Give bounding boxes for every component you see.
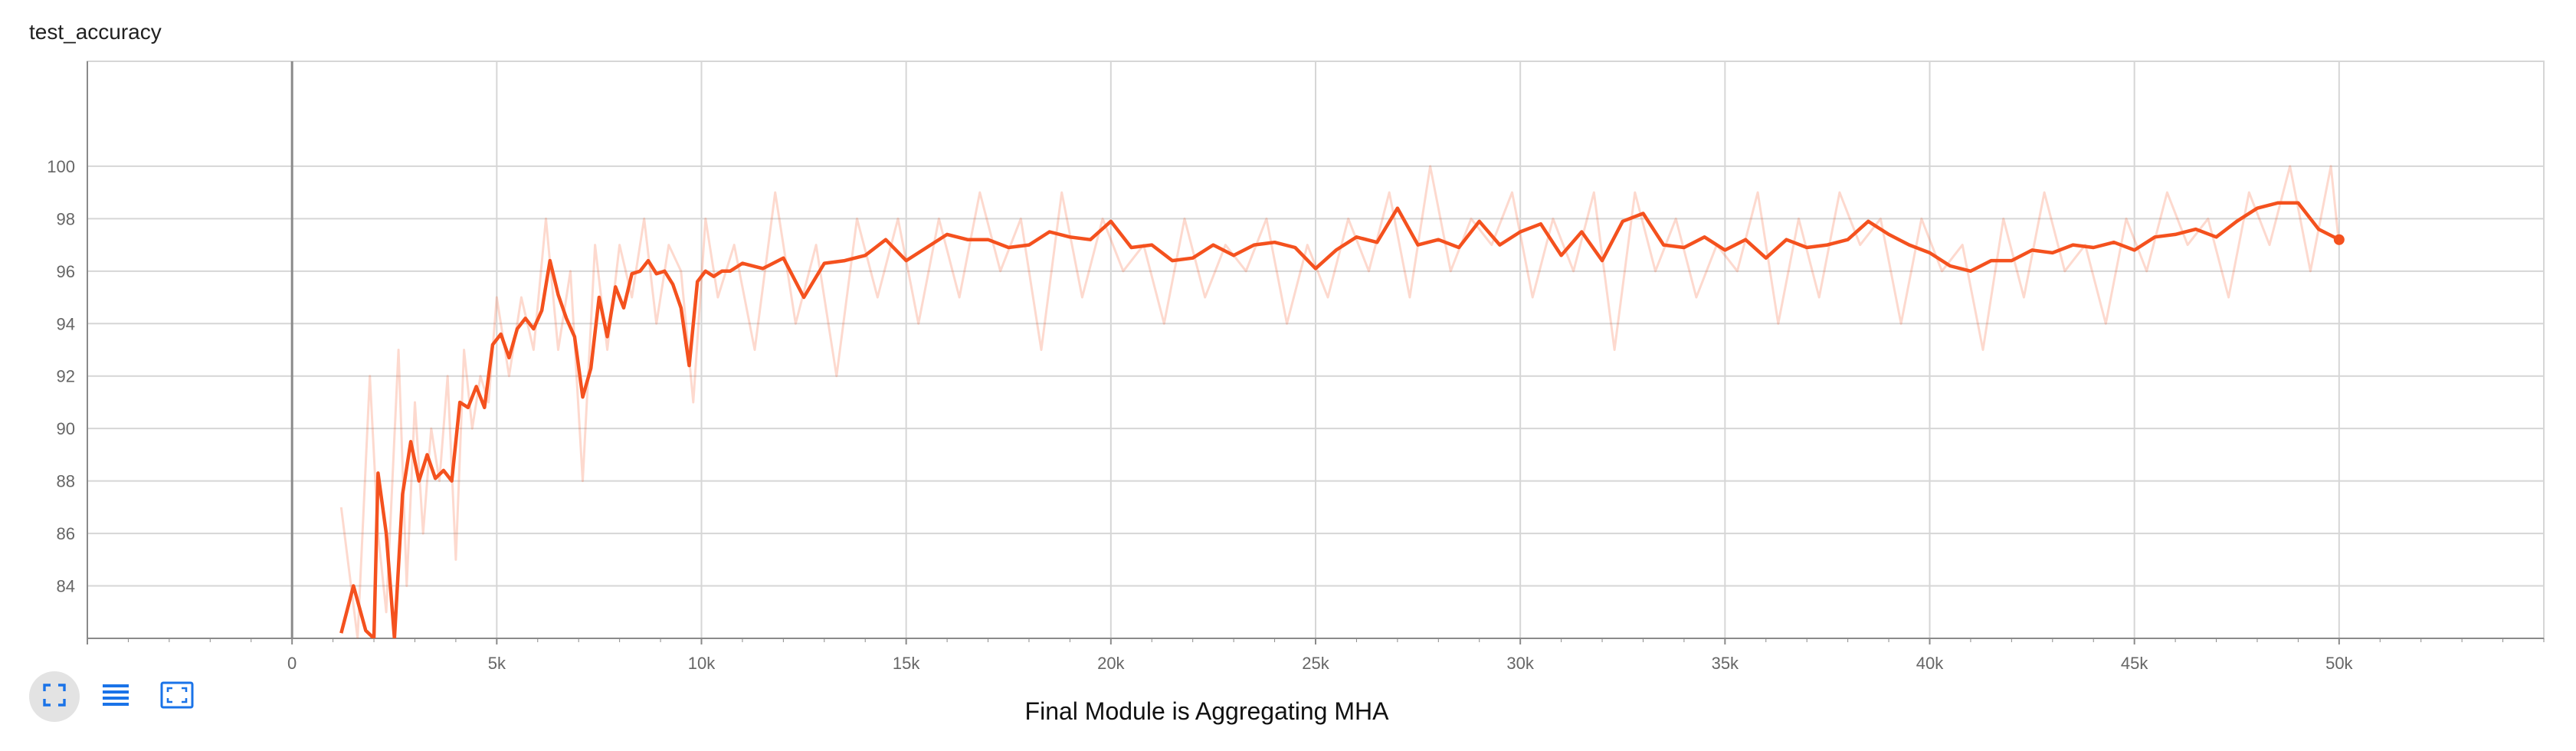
last-point-marker — [2333, 234, 2345, 245]
x-tick-label: 25k — [1302, 654, 1329, 673]
chart-caption: Final Module is Aggregating MHA — [1024, 697, 1389, 725]
y-tick-label: 86 — [57, 524, 75, 543]
x-tick-label: 30k — [1506, 654, 1534, 673]
chart-toolbar — [29, 671, 202, 722]
y-tick-label: 88 — [57, 472, 75, 491]
y-tick-label: 98 — [57, 209, 75, 228]
y-tick-label: 92 — [57, 367, 75, 386]
y-tick-label: 84 — [57, 577, 75, 596]
expand-chart-button[interactable] — [152, 671, 202, 722]
smoothed-series — [339, 201, 2345, 638]
x-tick-label: 0 — [287, 654, 297, 673]
smoothed-series-line — [339, 201, 2340, 638]
expand-icon — [160, 681, 194, 713]
x-tick-label: 35k — [1712, 654, 1739, 673]
tick-labels: 84 86 88 90 92 94 96 98 100 0 5k 10k 15k 20k 25k 30k 35k… — [47, 157, 2353, 673]
y-tick-label: 96 — [57, 262, 75, 281]
axes — [87, 61, 2545, 644]
raw-series — [339, 165, 2341, 638]
fit-domain-icon — [41, 682, 67, 712]
x-tick-label: 20k — [1097, 654, 1125, 673]
x-tick-label: 5k — [488, 654, 506, 673]
fit-domain-button[interactable] — [29, 671, 80, 722]
chart-title: test_accuracy — [29, 20, 162, 44]
x-tick-label: 50k — [2325, 654, 2353, 673]
x-tick-label: 15k — [893, 654, 920, 673]
y-tick-label: 90 — [57, 419, 75, 438]
toggle-log-scale-button[interactable] — [90, 671, 141, 722]
list-icon — [101, 682, 130, 712]
raw-series-line — [339, 165, 2341, 638]
y-tick-label: 100 — [47, 157, 75, 176]
x-tick-label: 10k — [688, 654, 716, 673]
x-tick-label: 40k — [1916, 654, 1944, 673]
x-tick-label: 45k — [2121, 654, 2148, 673]
accuracy-line-chart: 84 86 88 90 92 94 96 98 100 0 5k 10k 15k 20k 25k 30k 35k… — [47, 61, 2545, 673]
y-tick-label: 94 — [57, 314, 75, 333]
